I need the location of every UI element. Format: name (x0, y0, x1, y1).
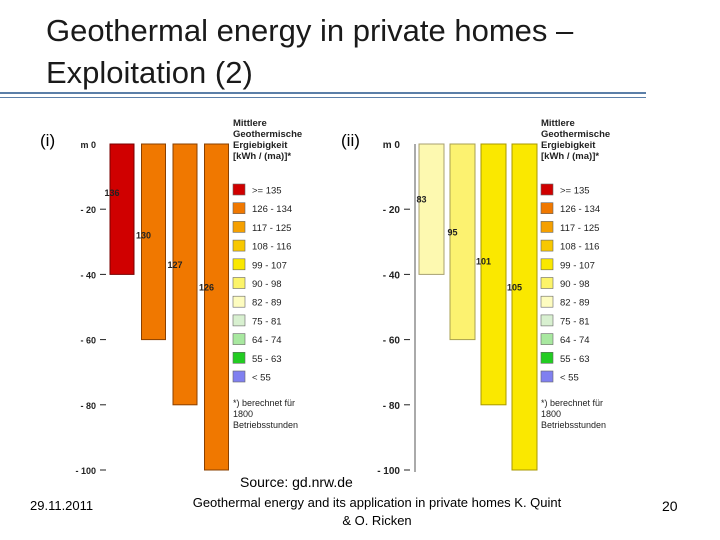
legend-swatch (540, 221, 554, 233)
legend-note-line: 1800 (541, 409, 561, 419)
y-tick-label: - 20 (383, 205, 401, 216)
legend-swatch (540, 183, 554, 196)
legend-note-line: 1800 (233, 409, 253, 419)
bar-value-label: 126 (199, 283, 214, 293)
title-underline-thin (0, 97, 646, 98)
legend-label: 99 - 107 (252, 260, 287, 271)
legend-swatch (540, 277, 554, 289)
bar (172, 143, 198, 406)
legend-label: 75 - 81 (252, 316, 282, 327)
footer-date: 29.11.2011 (30, 498, 94, 513)
legend-swatch (232, 295, 246, 308)
legend-title-line: Mittlere (233, 118, 267, 129)
legend-swatch (232, 221, 246, 233)
y-tick-label: - 100 (75, 466, 96, 476)
page-number: 20 (662, 498, 678, 514)
bar-value-label: 105 (507, 283, 522, 293)
legend-swatch (232, 258, 246, 271)
legend-note-line: Betriebsstunden (541, 420, 606, 430)
legend-label: >= 135 (252, 186, 282, 197)
legend-note-line: Betriebsstunden (233, 420, 298, 430)
legend-label: 64 - 74 (560, 335, 590, 346)
legend-title-line: Ergiebigkeit (541, 140, 596, 151)
y-tick-label: - 100 (377, 466, 400, 477)
legend-swatch (540, 333, 554, 345)
y-tick-label: - 80 (80, 401, 96, 411)
legend-label: 90 - 98 (252, 279, 282, 290)
y-tick-label: - 80 (383, 401, 401, 412)
y-tick-label: m 0 (383, 140, 401, 151)
bar (109, 143, 135, 275)
bar (141, 143, 166, 341)
bar-value-label: 136 (104, 188, 119, 198)
y-tick-label: - 20 (80, 205, 96, 215)
legend-title-line: Mittlere (541, 118, 575, 129)
legend-label: 126 - 134 (560, 204, 600, 215)
legend-swatch (540, 295, 554, 308)
legend-label: < 55 (560, 373, 579, 384)
y-tick-label: - 60 (383, 336, 401, 347)
legend-title-line: [kWh / (ma)]* (233, 151, 291, 162)
legend-label: 64 - 74 (252, 335, 282, 346)
legend-swatch (232, 239, 246, 252)
legend-title-line: Geothermische (541, 129, 610, 140)
legend-title-line: Geothermische (233, 129, 302, 140)
legend-swatch (540, 370, 554, 383)
y-tick-label: - 60 (80, 336, 96, 346)
legend-label: 90 - 98 (560, 279, 590, 290)
bar (480, 143, 507, 406)
title-underline (0, 92, 646, 94)
legend-swatch (540, 239, 554, 252)
legend-swatch (540, 258, 554, 271)
bar (204, 143, 229, 471)
legend-swatch (540, 202, 554, 214)
legend-swatch (232, 277, 246, 289)
y-tick-label: - 40 (80, 270, 96, 280)
slide-title: Geothermal energy in private homes – Exp… (46, 13, 574, 90)
legend-note-line: *) berechnet für (233, 398, 295, 408)
y-tick-label: - 40 (383, 270, 401, 281)
legend-swatch (540, 352, 554, 364)
footer-text: Geothermal energy and its application in… (192, 495, 562, 528)
panel-label-ii: (ii) (341, 131, 360, 150)
legend-title-line: [kWh / (ma)]* (541, 151, 599, 162)
legend-swatch (232, 202, 246, 214)
panel-label-i: (i) (40, 131, 56, 150)
legend-label: 117 - 125 (560, 223, 599, 234)
legend-label: 82 - 89 (252, 298, 282, 309)
legend-label: < 55 (252, 373, 271, 384)
legend-title-line: Ergiebigkeit (233, 140, 288, 151)
bar-value-label: 95 (447, 227, 457, 237)
legend-label: 108 - 116 (252, 242, 291, 253)
bar-value-label: 127 (167, 260, 182, 270)
legend-label: >= 135 (560, 186, 590, 197)
chart-panel-ii: m 0 - 20 - 40 - 60 - 80 - 100 83 95 101 105 Mittle… (377, 118, 610, 477)
bar (511, 143, 538, 471)
legend-label: 99 - 107 (560, 260, 595, 271)
legend-label: 82 - 89 (560, 298, 590, 309)
bar (418, 143, 445, 275)
source-note: Source: gd.nrw.de (240, 474, 353, 490)
bar (449, 143, 476, 341)
legend-label: 75 - 81 (560, 316, 590, 327)
legend-label: 55 - 63 (252, 354, 282, 365)
legend-swatch (540, 314, 554, 327)
legend-label: 126 - 134 (252, 204, 292, 215)
legend-swatch (232, 352, 246, 364)
bar-value-label: 130 (136, 231, 151, 241)
chart-panel-i: m 0 - 20 - 40 - 60 - 80 - 100 136 130 127 126 Mitt… (75, 118, 302, 476)
legend-swatch (232, 370, 246, 383)
bar-value-label: 101 (476, 257, 491, 267)
legend-note-line: *) berechnet für (541, 398, 603, 408)
legend-label: 117 - 125 (252, 223, 291, 234)
bar-value-label: 83 (416, 195, 426, 205)
legend-swatch (232, 314, 246, 327)
y-tick-label: m 0 (80, 140, 96, 150)
legend-swatch (232, 183, 246, 196)
legend-label: 108 - 116 (560, 242, 599, 253)
legend-label: 55 - 63 (560, 354, 590, 365)
legend-swatch (232, 333, 246, 345)
